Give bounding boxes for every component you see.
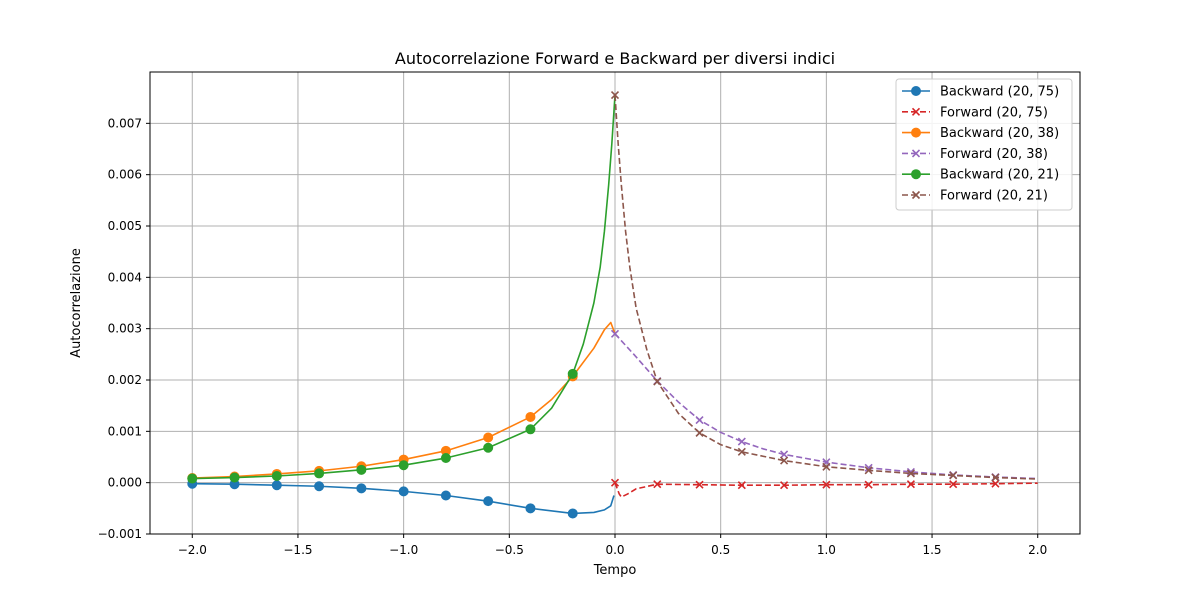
legend-label: Forward (20, 75) xyxy=(940,105,1048,120)
data-point xyxy=(949,480,958,489)
data-point xyxy=(440,453,451,464)
data-point xyxy=(737,447,746,456)
y-tick-label: 0.006 xyxy=(108,168,142,182)
x-tick-label: −1.5 xyxy=(283,543,312,557)
data-point xyxy=(356,483,367,494)
data-point xyxy=(695,415,704,425)
legend-marker xyxy=(911,127,921,138)
y-axis-ticks: −0.001 0.000 0.001 0.002 0.003 0.004 0.005 0.00… xyxy=(98,116,150,541)
legend-entry: Backward (20, 75) xyxy=(902,85,1059,100)
legend-marker xyxy=(911,169,921,180)
legend-label: Backward (20, 75) xyxy=(940,85,1059,100)
data-point xyxy=(780,481,789,490)
data-point xyxy=(695,428,704,437)
data-point xyxy=(610,478,620,487)
x-tick-label: 1.5 xyxy=(922,543,941,557)
data-point xyxy=(906,469,915,478)
series-line xyxy=(192,482,615,515)
y-tick-label: 0.001 xyxy=(108,424,142,438)
legend-label: Backward (20, 21) xyxy=(940,168,1059,183)
data-point xyxy=(780,450,789,459)
y-tick-label: 0.000 xyxy=(108,476,142,490)
x-tick-label: 1.0 xyxy=(817,543,836,557)
legend-label: Forward (20, 38) xyxy=(940,147,1048,162)
y-tick-label: 0.003 xyxy=(108,322,142,336)
legend-marker xyxy=(911,107,921,116)
data-point xyxy=(483,432,494,443)
data-point xyxy=(483,496,494,507)
series-forward-20-21 xyxy=(610,91,1038,482)
data-point xyxy=(610,329,620,338)
x-axis-ticks: −2.0 −1.5 −1.0 −0.5 0.0 0.5 1.0 1.5 2.0 xyxy=(178,534,1047,557)
series-forward-20-75 xyxy=(610,478,1038,498)
data-point xyxy=(653,377,662,386)
data-point xyxy=(229,472,240,483)
legend-marker xyxy=(911,86,921,96)
y-tick-label: 0.007 xyxy=(108,116,142,130)
legend-label: Backward (20, 38) xyxy=(940,126,1059,141)
y-tick-label: −0.001 xyxy=(98,527,142,541)
y-tick-label: 0.004 xyxy=(108,270,142,284)
legend: Backward (20, 75) Forward (20, 75) Backwar… xyxy=(895,78,1073,211)
data-point xyxy=(271,470,282,481)
data-point xyxy=(610,91,620,100)
data-point xyxy=(780,456,789,465)
y-axis-label: Autocorrelazione xyxy=(69,248,84,358)
x-tick-label: 0.5 xyxy=(711,543,730,557)
data-point xyxy=(864,466,873,475)
data-point xyxy=(314,468,325,479)
series-line xyxy=(614,95,1038,480)
data-point xyxy=(906,480,915,489)
data-point xyxy=(314,481,325,492)
x-tick-label: 0.0 xyxy=(605,543,624,557)
data-point xyxy=(398,486,409,497)
data-point xyxy=(864,480,873,489)
data-point xyxy=(695,480,704,489)
data-point xyxy=(822,480,831,489)
x-tick-label: −0.5 xyxy=(495,543,524,557)
x-axis-label: Tempo xyxy=(593,563,637,578)
data-point xyxy=(525,411,536,422)
data-point xyxy=(737,481,746,490)
x-tick-label: 2.0 xyxy=(1028,543,1047,557)
data-point xyxy=(991,479,1000,488)
legend-entry: Backward (20, 21) xyxy=(902,168,1059,183)
legend-entry: Forward (20, 21) xyxy=(902,189,1048,204)
data-point xyxy=(567,368,578,379)
y-tick-label: 0.005 xyxy=(108,219,142,233)
legend-box xyxy=(895,78,1073,211)
x-tick-label: −2.0 xyxy=(178,543,207,557)
data-point xyxy=(525,503,536,514)
data-point xyxy=(567,508,578,519)
chart-title: Autocorrelazione Forward e Backward per … xyxy=(395,49,835,68)
data-point xyxy=(271,480,282,491)
data-point xyxy=(356,464,367,475)
data-point xyxy=(991,473,1000,482)
data-point xyxy=(737,437,746,446)
legend-marker xyxy=(911,190,921,200)
series-line xyxy=(192,95,616,480)
plot-lines xyxy=(187,91,1038,519)
data-point xyxy=(949,471,958,480)
legend-entry: Backward (20, 38) xyxy=(902,126,1059,141)
data-point xyxy=(653,480,662,489)
legend-marker xyxy=(911,149,921,158)
data-point xyxy=(187,473,198,484)
legend-entry: Forward (20, 38) xyxy=(902,147,1048,162)
y-tick-label: 0.002 xyxy=(108,373,142,387)
data-point xyxy=(822,462,831,471)
legend-label: Forward (20, 21) xyxy=(940,189,1048,204)
series-line xyxy=(614,333,1038,480)
series-backward-20-21 xyxy=(187,95,616,484)
data-point xyxy=(483,442,494,453)
data-point xyxy=(440,490,451,501)
data-point xyxy=(398,460,409,471)
legend-entry: Forward (20, 75) xyxy=(902,105,1048,120)
x-tick-label: −1.0 xyxy=(389,543,418,557)
data-point xyxy=(525,424,536,435)
